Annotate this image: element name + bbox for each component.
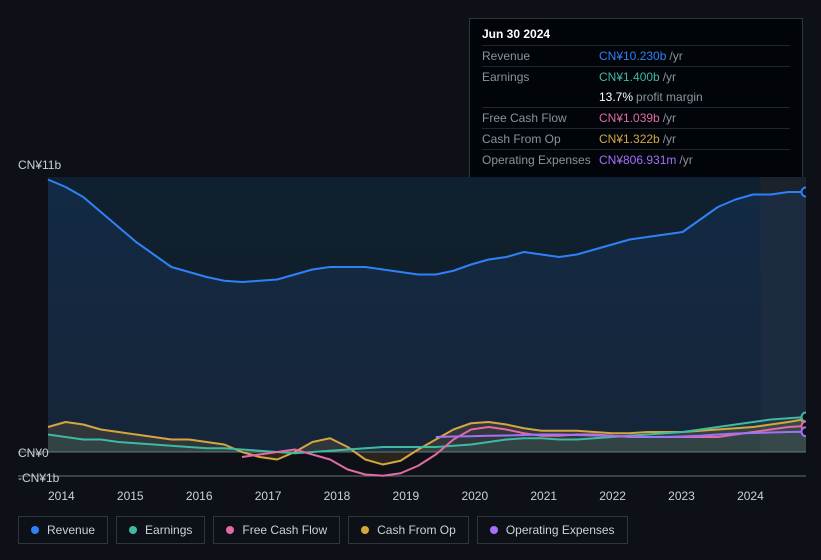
legend-item-earnings[interactable]: Earnings	[116, 516, 205, 544]
legend: Revenue Earnings Free Cash Flow Cash From O…	[18, 516, 628, 544]
x-tick: 2022	[599, 489, 668, 503]
legend-label: Free Cash Flow	[242, 523, 327, 537]
tooltip-value: CN¥1.039b/yr	[599, 111, 676, 125]
x-tick: 2024	[737, 489, 806, 503]
x-tick: 2023	[668, 489, 737, 503]
legend-item-revenue[interactable]: Revenue	[18, 516, 108, 544]
legend-dot-icon	[361, 526, 369, 534]
x-tick: 2017	[255, 489, 324, 503]
x-axis: 2014201520162017201820192020202120222023…	[48, 489, 806, 503]
x-tick: 2021	[530, 489, 599, 503]
x-tick: 2014	[48, 489, 117, 503]
tooltip-value: 13.7%profit margin	[599, 90, 703, 104]
tooltip-label: Earnings	[482, 70, 599, 84]
tooltip-row: RevenueCN¥10.230b/yr	[482, 45, 790, 66]
tooltip-label	[482, 90, 599, 104]
x-tick: 2019	[393, 489, 462, 503]
chart: CN¥11b CN¥0 -CN¥1b 201420152016201720182…	[18, 158, 806, 477]
tooltip-label: Revenue	[482, 49, 599, 63]
chart-tooltip: Jun 30 2024 RevenueCN¥10.230b/yrEarnings…	[469, 18, 803, 179]
tooltip-date: Jun 30 2024	[482, 27, 790, 45]
tooltip-value: CN¥1.322b/yr	[599, 132, 676, 146]
legend-dot-icon	[31, 526, 39, 534]
legend-item-operating-expenses[interactable]: Operating Expenses	[477, 516, 628, 544]
tooltip-row: Free Cash FlowCN¥1.039b/yr	[482, 107, 790, 128]
legend-dot-icon	[490, 526, 498, 534]
x-tick: 2018	[324, 489, 393, 503]
legend-dot-icon	[129, 526, 137, 534]
x-tick: 2020	[461, 489, 530, 503]
legend-item-free-cash-flow[interactable]: Free Cash Flow	[213, 516, 340, 544]
legend-dot-icon	[226, 526, 234, 534]
x-tick: 2016	[186, 489, 255, 503]
tooltip-label: Free Cash Flow	[482, 111, 599, 125]
legend-label: Earnings	[145, 523, 192, 537]
y-label-top: CN¥11b	[18, 158, 806, 172]
line-chart	[18, 177, 806, 477]
legend-item-cash-from-op[interactable]: Cash From Op	[348, 516, 469, 544]
tooltip-value: CN¥10.230b/yr	[599, 49, 683, 63]
tooltip-label: Cash From Op	[482, 132, 599, 146]
legend-label: Cash From Op	[377, 523, 456, 537]
y-label-neg: -CN¥1b	[18, 471, 59, 485]
legend-label: Revenue	[47, 523, 95, 537]
tooltip-row: Cash From OpCN¥1.322b/yr	[482, 128, 790, 149]
legend-label: Operating Expenses	[506, 523, 615, 537]
y-label-zero: CN¥0	[18, 446, 49, 460]
tooltip-value: CN¥1.400b/yr	[599, 70, 676, 84]
tooltip-row: 13.7%profit margin	[482, 87, 790, 107]
tooltip-row: EarningsCN¥1.400b/yr	[482, 66, 790, 87]
x-tick: 2015	[117, 489, 186, 503]
